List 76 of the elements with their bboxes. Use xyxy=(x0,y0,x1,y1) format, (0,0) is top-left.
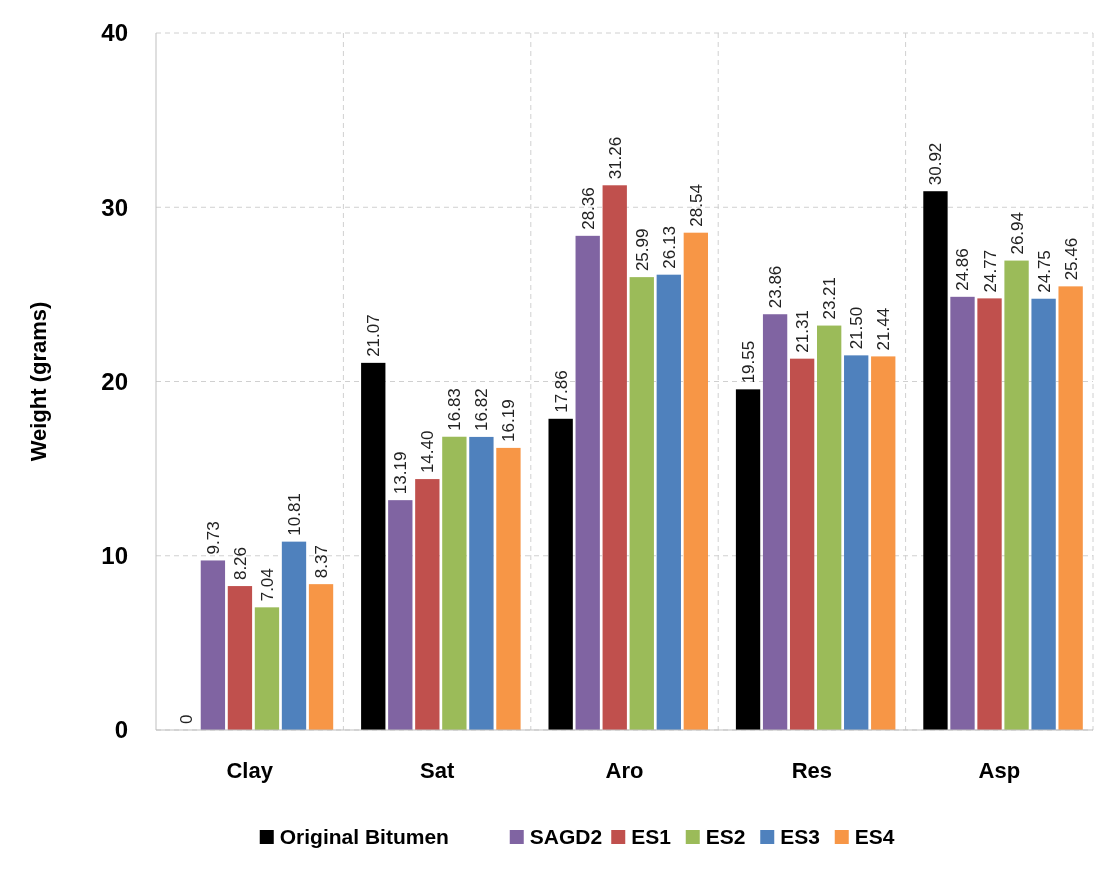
text: 21.07 xyxy=(364,314,384,357)
text: 31.26 xyxy=(605,136,625,180)
legend-label: ES3 xyxy=(780,825,820,849)
text: 25.99 xyxy=(632,228,652,272)
bar xyxy=(1058,286,1083,730)
bar xyxy=(281,541,307,730)
y-tick-label: 20 xyxy=(101,367,128,395)
legend-label: ES2 xyxy=(705,825,746,849)
text: 16.82 xyxy=(472,388,492,431)
y-axis-title: Weight (grams) xyxy=(26,301,51,462)
text: 10.81 xyxy=(285,493,304,536)
x-tick-label: Clay xyxy=(226,758,274,783)
bar xyxy=(469,436,494,730)
y-tick-label: 30 xyxy=(101,193,128,221)
text: 13.19 xyxy=(391,451,411,495)
text: 8.37 xyxy=(312,545,332,579)
text: 23.86 xyxy=(766,265,786,309)
legend-label: ES1 xyxy=(631,825,672,849)
text: 25.46 xyxy=(1061,237,1081,281)
bar xyxy=(548,418,573,730)
bar xyxy=(683,232,708,730)
text: 16.83 xyxy=(445,388,465,431)
bar xyxy=(950,296,975,730)
text: 14.40 xyxy=(418,430,438,474)
bar xyxy=(977,298,1002,730)
bar xyxy=(844,355,869,730)
bar xyxy=(227,586,253,730)
x-tick-label: Aro xyxy=(605,758,644,783)
x-tick-label: Sat xyxy=(419,758,455,783)
text: 24.77 xyxy=(980,249,1000,293)
bar xyxy=(308,584,334,730)
y-tick-label: 40 xyxy=(101,19,128,47)
bar xyxy=(388,500,413,730)
text: 8.26 xyxy=(230,546,250,581)
bar xyxy=(200,560,226,730)
bar xyxy=(1031,298,1056,730)
text: 24.75 xyxy=(1034,250,1054,293)
text: 19.55 xyxy=(739,340,759,384)
text: 30.92 xyxy=(926,142,946,186)
bar xyxy=(602,185,627,730)
bar xyxy=(629,277,654,730)
text: 23.21 xyxy=(820,277,840,320)
text: 21.31 xyxy=(793,310,813,353)
y-tick-label: 0 xyxy=(114,716,128,744)
text: 0 xyxy=(176,714,196,724)
text: 9.73 xyxy=(203,521,223,555)
text: 16.19 xyxy=(499,399,519,442)
text: 26.13 xyxy=(659,226,679,269)
bar xyxy=(656,274,681,730)
bar xyxy=(575,235,600,730)
legend-label: ES4 xyxy=(854,825,895,849)
x-tick-label: Asp xyxy=(978,758,1021,783)
bar xyxy=(789,358,815,730)
text: 28.36 xyxy=(578,187,598,230)
text: 7.04 xyxy=(257,568,277,602)
bar xyxy=(254,607,280,730)
text: 21.50 xyxy=(847,306,867,350)
text: 17.86 xyxy=(551,370,571,413)
y-tick-label: 10 xyxy=(101,542,128,570)
bar xyxy=(361,362,386,730)
x-tick-label: Res xyxy=(791,758,833,783)
text: 28.54 xyxy=(686,184,706,227)
bar xyxy=(817,325,842,730)
bar xyxy=(923,191,948,730)
legend-label: SAGD2 xyxy=(529,825,603,849)
text: 24.86 xyxy=(953,248,973,291)
text: 21.44 xyxy=(874,307,894,351)
bar xyxy=(415,479,440,730)
bar xyxy=(442,436,467,730)
bar xyxy=(871,356,896,730)
bar xyxy=(1004,260,1029,730)
bar xyxy=(762,314,788,730)
legend-label: Original Bitumen xyxy=(279,825,449,849)
text: 26.94 xyxy=(1007,212,1027,255)
bar xyxy=(735,389,761,730)
bar xyxy=(496,447,521,730)
